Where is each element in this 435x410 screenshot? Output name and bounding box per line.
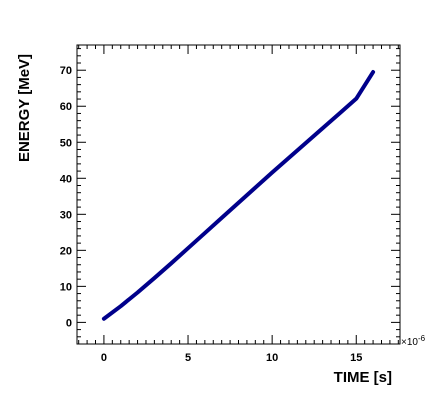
y-tick-label: 0: [66, 317, 72, 329]
y-tick-label: 50: [60, 137, 72, 149]
y-tick-label: 60: [60, 101, 72, 113]
y-tick-label: 20: [60, 245, 72, 257]
y-tick-label: 10: [60, 281, 72, 293]
series-layer: [101, 70, 376, 321]
x-multiplier-base: ×10: [401, 337, 418, 348]
x-axis-label: TIME [s]: [334, 369, 392, 386]
y-tick-label: 30: [60, 209, 72, 221]
y-tick-label: 40: [60, 173, 72, 185]
x-tick-label: 15: [350, 352, 362, 364]
y-tick-label: 70: [60, 65, 72, 77]
x-axis-multiplier: ×10-6: [401, 334, 426, 348]
x-multiplier-exponent: -6: [418, 334, 426, 343]
x-tick-label: 5: [185, 352, 191, 364]
energy-series-line: [101, 70, 376, 321]
tick-labels-layer: 0 5 10 15 0 10 20 30 40 50 60 70: [60, 65, 363, 364]
ticks-layer: [77, 45, 400, 345]
x-tick-label: 0: [101, 352, 107, 364]
plot-frame: [76, 44, 401, 345]
x-tick-label: 10: [266, 352, 278, 364]
y-axis-label: ENERGY [MeV]: [16, 54, 33, 162]
